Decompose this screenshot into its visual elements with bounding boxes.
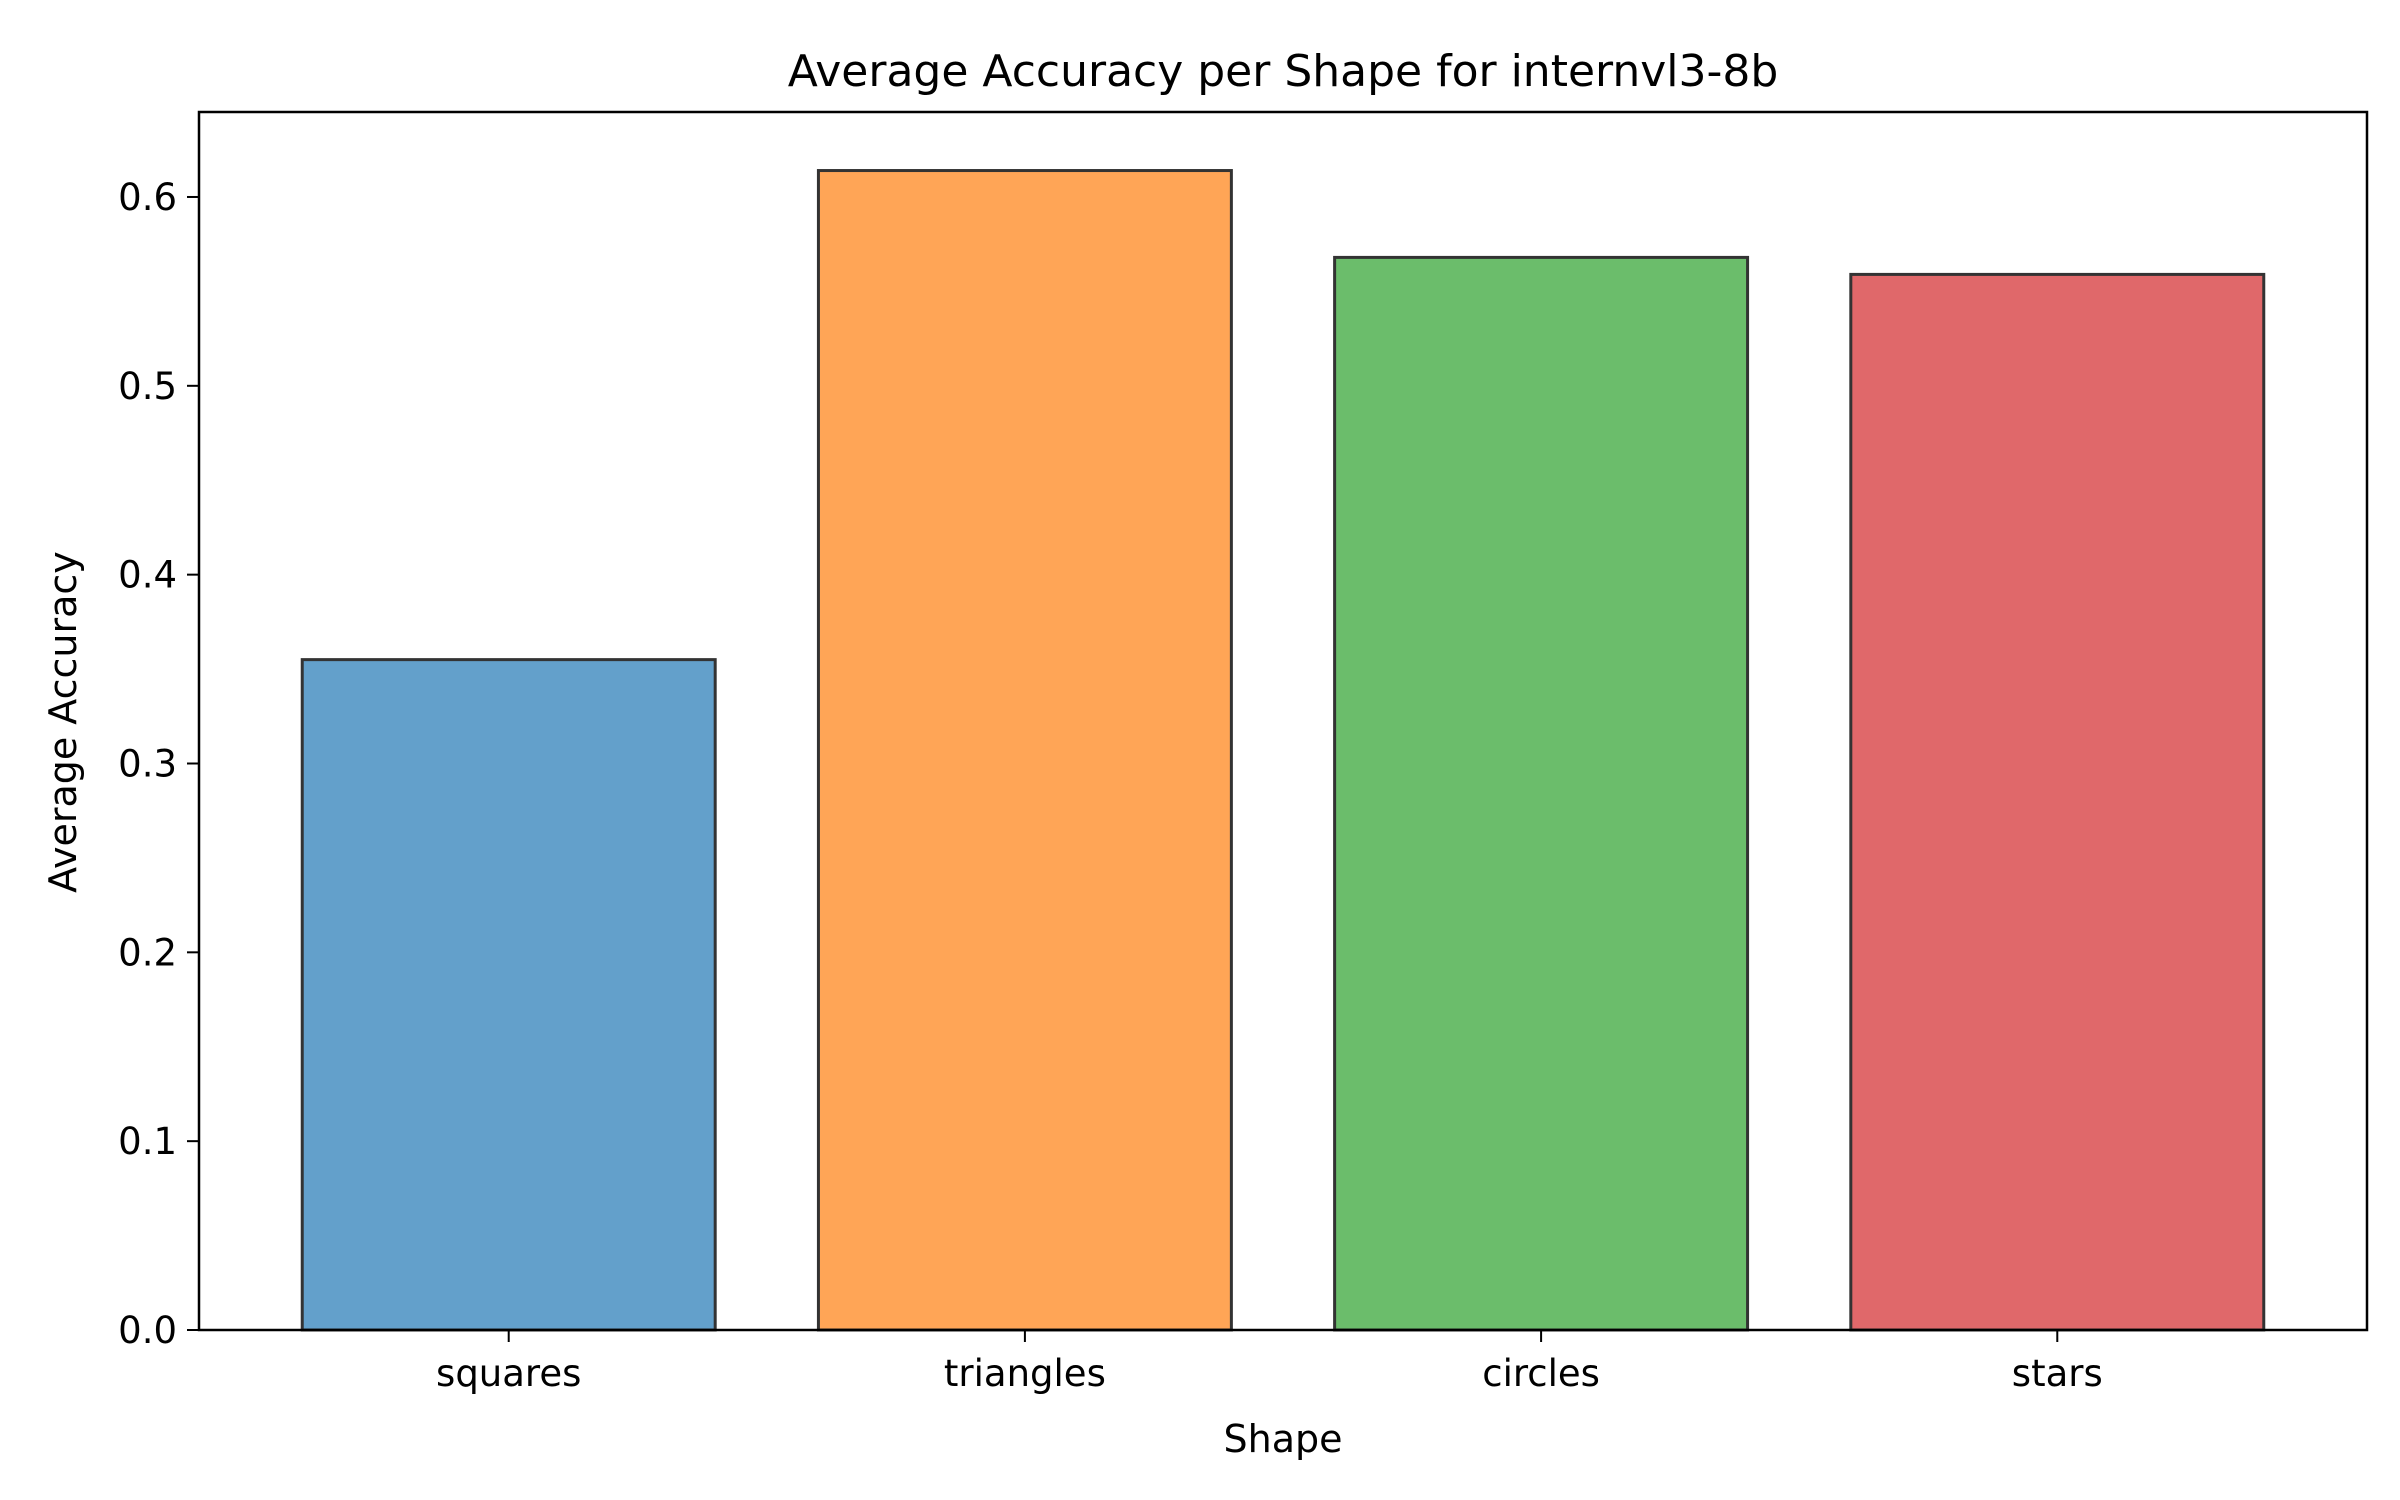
bars-layer xyxy=(300,169,2266,1332)
x-tick-label: stars xyxy=(2012,1352,2103,1395)
bar-triangles xyxy=(816,169,1233,1332)
y-tick-label: 0.4 xyxy=(118,554,177,597)
y-tick-label: 0.2 xyxy=(118,931,177,974)
y-tick-label: 0.3 xyxy=(118,742,177,785)
ticks-layer: squares triangles circles stars 0.0 0.1 0.2 0.3… xyxy=(118,176,2103,1395)
chart-title: Average Accuracy per Shape for internvl3… xyxy=(788,46,1779,97)
x-tick-label: circles xyxy=(1482,1352,1600,1395)
plot-frame xyxy=(197,110,2369,1332)
bar-circles xyxy=(1333,255,1750,1332)
x-tick-label: squares xyxy=(436,1352,581,1395)
bar-stars xyxy=(1849,272,2266,1332)
y-tick-label: 0.1 xyxy=(118,1120,177,1163)
bar-squares xyxy=(300,658,717,1332)
y-tick-label: 0.6 xyxy=(118,176,177,219)
y-axis-label: Average Accuracy xyxy=(41,551,85,893)
y-tick-label: 0.5 xyxy=(118,365,177,408)
y-tick-label: 0.0 xyxy=(118,1309,177,1352)
x-tick-label: triangles xyxy=(944,1352,1106,1395)
x-axis-label: Shape xyxy=(1224,1417,1343,1461)
